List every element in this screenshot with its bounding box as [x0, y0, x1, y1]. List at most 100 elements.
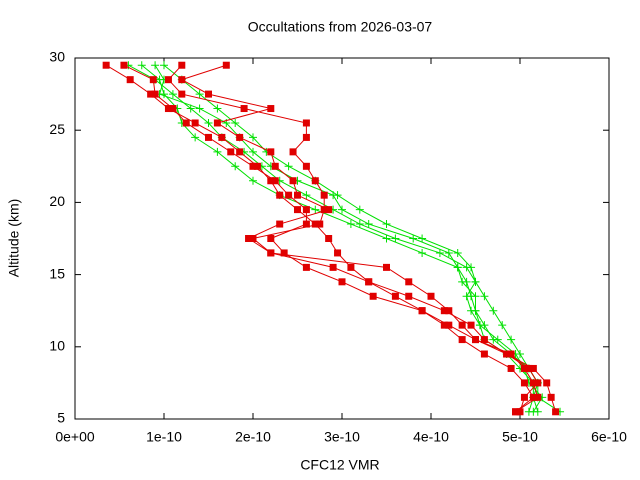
point: [311, 205, 320, 214]
point: [160, 61, 168, 70]
point: [213, 119, 221, 127]
x-tick-label: 1e-10: [146, 429, 182, 445]
point: [507, 350, 515, 358]
point: [467, 321, 475, 329]
point: [302, 263, 310, 271]
point: [440, 307, 448, 315]
point: [338, 278, 346, 286]
y-tick-label: 30: [49, 49, 65, 65]
point: [294, 191, 301, 199]
point: [445, 321, 453, 329]
point: [147, 90, 155, 98]
point: [543, 379, 551, 387]
point: [534, 379, 542, 387]
point: [302, 220, 310, 228]
point: [249, 235, 257, 242]
point: [191, 133, 200, 142]
x-tick-label: 6e-10: [591, 429, 627, 445]
point: [493, 335, 502, 344]
point: [267, 235, 275, 242]
point: [249, 176, 257, 185]
y-tick-label: 20: [49, 193, 65, 209]
point: [498, 321, 507, 330]
point: [320, 191, 328, 199]
point: [369, 292, 377, 300]
point: [267, 105, 275, 113]
y-tick-label: 15: [49, 265, 65, 281]
y-tick-label: 5: [57, 410, 65, 426]
point: [271, 177, 279, 185]
point: [126, 76, 134, 84]
point: [164, 105, 172, 113]
point: [471, 277, 480, 286]
y-tick-label: 25: [49, 121, 65, 137]
point: [346, 220, 355, 229]
point: [302, 162, 310, 170]
point: [512, 408, 520, 416]
point: [102, 61, 110, 69]
point: [240, 105, 248, 113]
point: [333, 191, 342, 200]
point: [245, 235, 253, 242]
point: [205, 90, 212, 98]
point: [236, 148, 244, 156]
x-axis-label: CFC12 VMR: [300, 457, 379, 473]
point: [520, 379, 528, 387]
point: [472, 336, 479, 344]
point: [195, 90, 204, 99]
point: [204, 118, 213, 127]
point: [325, 235, 333, 242]
point: [249, 147, 257, 156]
y-tick-label: 10: [49, 338, 65, 354]
point: [462, 292, 471, 301]
point: [529, 379, 537, 387]
point: [289, 148, 297, 156]
point: [453, 248, 462, 257]
point: [168, 90, 177, 99]
point: [178, 61, 186, 69]
point: [151, 61, 160, 70]
point: [445, 307, 453, 315]
point: [236, 133, 244, 141]
point: [280, 249, 288, 257]
point: [418, 307, 426, 315]
point: [205, 133, 212, 141]
point: [383, 263, 390, 271]
point: [355, 205, 364, 214]
point: [355, 220, 364, 229]
point: [458, 321, 466, 329]
x-tick-label: 2e-10: [235, 429, 271, 445]
point: [458, 336, 466, 344]
point: [338, 205, 346, 214]
point: [302, 119, 310, 127]
point: [267, 177, 275, 185]
y-axis-label: Altitude (km): [6, 199, 22, 278]
point: [325, 206, 333, 214]
point: [169, 105, 177, 113]
point: [418, 234, 427, 243]
point: [329, 263, 337, 271]
point: [284, 162, 293, 171]
point: [218, 133, 226, 141]
point: [267, 249, 275, 257]
point: [178, 90, 186, 98]
point: [334, 249, 342, 257]
point: [520, 393, 528, 401]
point: [347, 263, 355, 271]
point: [480, 336, 488, 344]
point: [507, 364, 515, 372]
x-tick-label: 5e-10: [502, 429, 538, 445]
point: [364, 220, 373, 229]
point: [409, 234, 418, 243]
point: [405, 278, 413, 286]
point: [271, 162, 279, 170]
point: [182, 119, 190, 127]
point: [285, 191, 293, 199]
point: [382, 220, 391, 229]
point: [529, 407, 538, 416]
point: [435, 248, 444, 257]
point: [120, 61, 128, 69]
point: [222, 61, 230, 69]
point: [137, 61, 146, 70]
